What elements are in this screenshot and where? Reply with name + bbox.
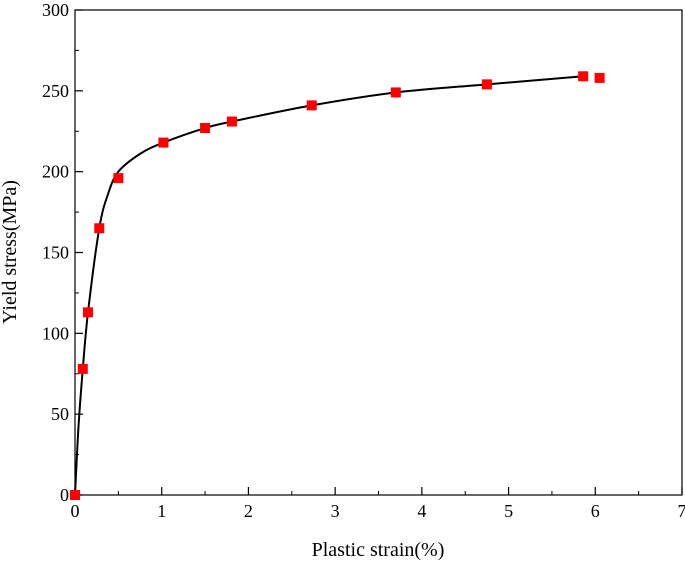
y-tick-label: 0 xyxy=(60,485,69,505)
y-tick-label: 250 xyxy=(42,81,69,101)
data-point-marker xyxy=(77,363,88,374)
x-tick-label: 0 xyxy=(71,501,80,521)
x-axis-label: Plastic strain(%) xyxy=(312,539,445,561)
data-point-marker xyxy=(306,100,317,111)
y-tick-label: 200 xyxy=(42,162,69,182)
data-point-marker xyxy=(226,116,237,127)
data-point-marker xyxy=(481,79,492,90)
data-point-marker xyxy=(200,123,211,134)
data-point-marker xyxy=(83,307,94,318)
data-point-marker xyxy=(594,72,605,83)
y-tick-label: 50 xyxy=(51,404,69,424)
y-tick-label: 150 xyxy=(42,243,69,263)
y-axis-label: Yield stress(MPa) xyxy=(0,180,21,324)
data-point-marker xyxy=(390,87,401,98)
data-point-marker xyxy=(158,137,169,148)
x-tick-label: 2 xyxy=(244,501,253,521)
data-point-marker xyxy=(113,173,124,184)
plot-area-frame xyxy=(74,9,683,496)
x-axis-ticks: 0 1 2 3 4 5 6 7 xyxy=(71,487,685,521)
x-tick-label: 4 xyxy=(417,501,426,521)
x-tick-label: 6 xyxy=(591,501,600,521)
y-tick-label: 100 xyxy=(42,323,69,343)
x-tick-label: 7 xyxy=(678,501,685,521)
y-tick-label: 300 xyxy=(42,0,69,20)
x-tick-label: 3 xyxy=(331,501,340,521)
y-axis-ticks: 0 50 100 150 200 250 300 xyxy=(42,0,83,505)
fit-curve xyxy=(74,75,584,496)
x-tick-label: 1 xyxy=(157,501,166,521)
data-point-marker xyxy=(94,223,105,234)
data-point-marker xyxy=(578,71,589,82)
x-tick-label: 5 xyxy=(504,501,513,521)
data-point-marker xyxy=(70,490,80,500)
data-markers xyxy=(70,71,605,500)
